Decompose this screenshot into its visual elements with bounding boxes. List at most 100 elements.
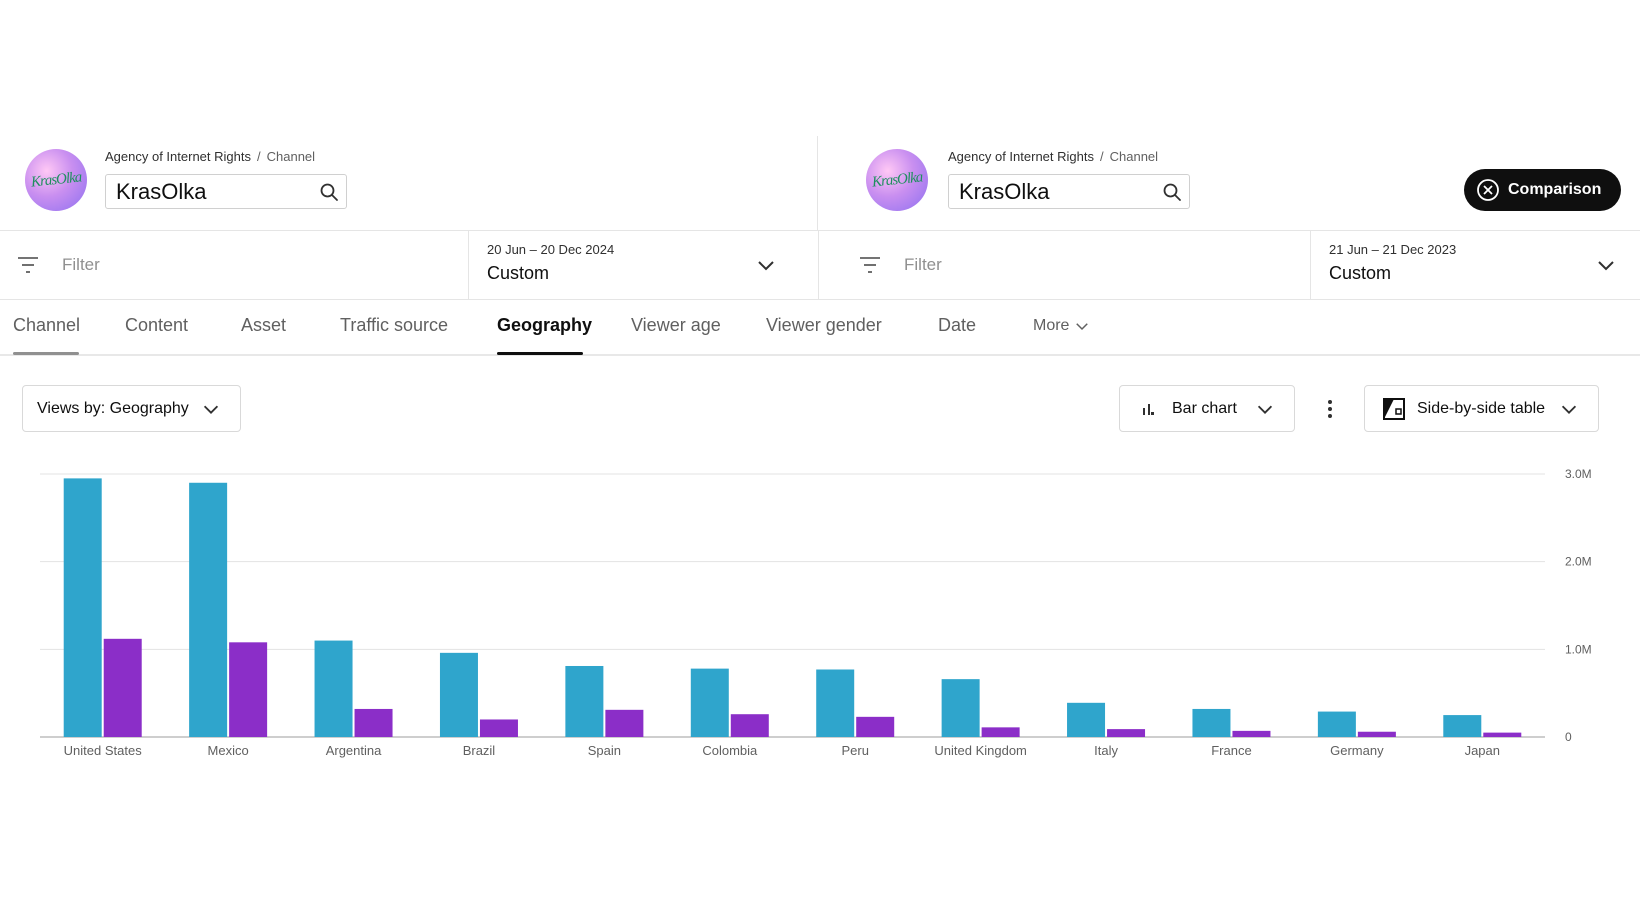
tab-geography[interactable]: Geography bbox=[497, 315, 593, 335]
bar-current-japan[interactable] bbox=[1443, 715, 1482, 737]
bar-current-united-states[interactable] bbox=[63, 478, 102, 737]
bar-previous-spain[interactable] bbox=[605, 709, 644, 737]
right-date-picker[interactable]: 21 Jun – 21 Dec 2023 Custom bbox=[1310, 231, 1640, 299]
right-breadcrumb-owner[interactable]: Agency of Internet Rights bbox=[948, 149, 1094, 164]
table-mode-select[interactable]: Side-by-side table bbox=[1364, 385, 1599, 432]
bar-previous-mexico[interactable] bbox=[229, 642, 268, 737]
left-filter-placeholder: Filter bbox=[62, 255, 100, 274]
left-breadcrumb-separator: / bbox=[256, 149, 261, 164]
y-tick-label: 1.0M bbox=[1565, 642, 1592, 656]
table-mode-label: Side-by-side table bbox=[1417, 399, 1546, 417]
x-tick-label: Spain bbox=[588, 743, 621, 758]
tab-content[interactable]: Content bbox=[125, 315, 189, 335]
filter-icon bbox=[14, 251, 42, 279]
bar-previous-colombia[interactable] bbox=[730, 714, 769, 737]
close-circle-icon[interactable] bbox=[1476, 178, 1500, 202]
chart-type-select[interactable]: Bar chart bbox=[1119, 385, 1295, 432]
left-breadcrumb-owner[interactable]: Agency of Internet Rights bbox=[105, 149, 251, 164]
left-date-range: 20 Jun – 20 Dec 2024 bbox=[487, 242, 615, 257]
bar-current-spain[interactable] bbox=[565, 665, 604, 737]
right-filter[interactable]: Filter bbox=[856, 231, 1296, 299]
geography-bar-chart: 3.0M 2.0M 1.0M 0 United States Mexico Argentin… bbox=[40, 467, 1592, 758]
right-avatar-logo-text: KrasOlka bbox=[871, 168, 923, 191]
y-tick-label: 2.0M bbox=[1565, 555, 1592, 569]
right-date-preset: Custom bbox=[1329, 263, 1392, 283]
bar-previous-france[interactable] bbox=[1232, 730, 1271, 737]
left-channel-name[interactable]: KrasOlka bbox=[116, 178, 207, 204]
bar-current-united-kingdom[interactable] bbox=[941, 679, 980, 737]
left-date-picker[interactable]: 20 Jun – 20 Dec 2024 Custom bbox=[468, 231, 818, 299]
tab-asset[interactable]: Asset bbox=[241, 315, 287, 335]
tab-viewer-age[interactable]: Viewer age bbox=[631, 315, 721, 335]
chart-type-label: Bar chart bbox=[1172, 399, 1237, 417]
x-tick-label: Italy bbox=[1094, 743, 1118, 758]
chevron-down-icon bbox=[1254, 398, 1276, 420]
right-breadcrumb: Agency of Internet Rights / Channel bbox=[948, 149, 1158, 164]
bar-current-germany[interactable] bbox=[1317, 711, 1356, 737]
search-icon[interactable] bbox=[312, 175, 346, 209]
x-tick-label: Mexico bbox=[208, 743, 249, 758]
left-breadcrumb: Agency of Internet Rights / Channel bbox=[105, 149, 315, 164]
tab-channel-underline bbox=[13, 352, 79, 355]
left-filter[interactable]: Filter bbox=[14, 231, 454, 299]
bar-current-peru[interactable] bbox=[816, 669, 855, 737]
left-breadcrumb-level: Channel bbox=[266, 149, 316, 164]
chevron-down-icon bbox=[1558, 398, 1580, 420]
bar-previous-peru[interactable] bbox=[856, 716, 895, 737]
bar-previous-japan[interactable] bbox=[1483, 732, 1522, 737]
y-tick-label: 0 bbox=[1565, 730, 1572, 744]
right-channel-name[interactable]: KrasOlka bbox=[959, 178, 1050, 204]
metric-select[interactable]: Views by: Geography bbox=[22, 385, 241, 432]
pane-divider bbox=[818, 230, 819, 300]
x-tick-label: Japan bbox=[1465, 743, 1500, 758]
x-tick-label: United States bbox=[64, 743, 143, 758]
chevron-down-icon bbox=[758, 261, 774, 271]
chevron-down-icon bbox=[200, 398, 222, 420]
x-tick-label: Germany bbox=[1330, 743, 1384, 758]
x-tick-label: Colombia bbox=[702, 743, 758, 758]
tab-more[interactable]: More bbox=[1033, 317, 1091, 335]
bar-chart-icon bbox=[1140, 401, 1156, 417]
side-by-side-table-icon bbox=[1383, 397, 1405, 420]
left-channel-avatar[interactable]: KrasOlka bbox=[25, 149, 87, 211]
tab-viewer-gender[interactable]: Viewer gender bbox=[766, 315, 882, 335]
tab-more-label: More bbox=[1033, 317, 1070, 335]
more-options-icon[interactable] bbox=[1318, 396, 1342, 422]
left-avatar-logo-text: KrasOlka bbox=[30, 168, 82, 191]
metric-select-label: Views by: Geography bbox=[37, 399, 189, 417]
left-channel-header: KrasOlka Agency of Internet Rights / Chann… bbox=[0, 136, 818, 230]
bar-current-france[interactable] bbox=[1192, 708, 1231, 737]
bar-previous-argentina[interactable] bbox=[354, 708, 393, 737]
bar-previous-italy[interactable] bbox=[1107, 729, 1146, 737]
x-tick-label: Argentina bbox=[326, 743, 382, 758]
bar-current-argentina[interactable] bbox=[314, 640, 353, 737]
comparison-button[interactable]: Comparison bbox=[1464, 169, 1621, 211]
search-icon[interactable] bbox=[1155, 175, 1189, 209]
right-channel-avatar[interactable]: KrasOlka bbox=[866, 149, 928, 211]
bar-current-brazil[interactable] bbox=[439, 652, 478, 737]
x-tick-label: Peru bbox=[841, 743, 868, 758]
filter-row: Filter 20 Jun – 20 Dec 2024 Custom Filte… bbox=[0, 230, 1640, 300]
y-tick-label: 3.0M bbox=[1565, 467, 1592, 481]
bar-previous-united-kingdom[interactable] bbox=[981, 727, 1020, 737]
bar-current-colombia[interactable] bbox=[690, 668, 729, 737]
right-breadcrumb-level: Channel bbox=[1109, 149, 1159, 164]
right-breadcrumb-separator: / bbox=[1099, 149, 1104, 164]
bar-previous-united-states[interactable] bbox=[103, 638, 142, 737]
bar-current-mexico[interactable] bbox=[189, 482, 228, 737]
chevron-down-icon bbox=[1076, 323, 1089, 331]
tab-traffic-source[interactable]: Traffic source bbox=[340, 315, 449, 335]
comparison-label: Comparison bbox=[1508, 181, 1602, 198]
bar-current-italy[interactable] bbox=[1067, 702, 1106, 737]
left-date-preset: Custom bbox=[487, 263, 550, 283]
bar-previous-brazil[interactable] bbox=[479, 719, 518, 737]
tab-date[interactable]: Date bbox=[938, 315, 977, 335]
x-tick-label: Brazil bbox=[463, 743, 496, 758]
bar-previous-germany[interactable] bbox=[1357, 731, 1396, 737]
right-channel-search[interactable]: KrasOlka bbox=[948, 174, 1190, 209]
right-date-range: 21 Jun – 21 Dec 2023 bbox=[1329, 242, 1457, 257]
right-filter-placeholder: Filter bbox=[904, 255, 942, 274]
tab-channel[interactable]: Channel bbox=[13, 315, 81, 335]
report-tabs: Channel Content Asset Traffic source Geo… bbox=[0, 300, 1640, 356]
left-channel-search[interactable]: KrasOlka bbox=[105, 174, 347, 209]
